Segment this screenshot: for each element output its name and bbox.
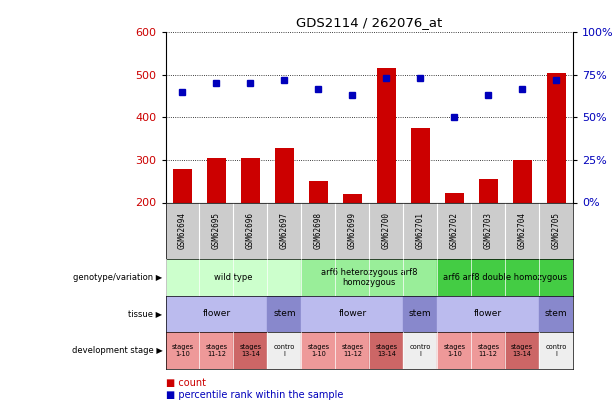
Bar [513, 160, 531, 202]
Text: stages
13-14: stages 13-14 [239, 344, 262, 357]
Text: arf6 arf8 double homozygous: arf6 arf8 double homozygous [443, 273, 567, 282]
Bar [302, 332, 335, 369]
Bar [335, 332, 369, 369]
Bar [505, 332, 539, 369]
Text: stages
13-14: stages 13-14 [511, 344, 533, 357]
Text: GSM62698: GSM62698 [314, 212, 323, 249]
Text: stem: stem [273, 309, 295, 318]
Text: stages
11-12: stages 11-12 [341, 344, 364, 357]
Bar [166, 296, 267, 332]
Text: stages
1-10: stages 1-10 [443, 344, 465, 357]
Text: development stage ▶: development stage ▶ [72, 346, 162, 355]
Text: arf6 heterozygous arf8
homozygous: arf6 heterozygous arf8 homozygous [321, 268, 417, 287]
Text: contro
l: contro l [274, 344, 295, 357]
Text: stem: stem [545, 309, 568, 318]
Bar [234, 332, 267, 369]
Bar [403, 332, 437, 369]
Bar [241, 158, 260, 202]
Text: GSM62702: GSM62702 [450, 212, 459, 249]
Text: flower: flower [202, 309, 230, 318]
Bar [166, 332, 199, 369]
Bar [403, 296, 437, 332]
Text: wild type: wild type [214, 273, 253, 282]
Text: GSM62694: GSM62694 [178, 212, 187, 249]
Text: GSM62701: GSM62701 [416, 212, 425, 249]
Text: stages
11-12: stages 11-12 [205, 344, 227, 357]
Text: stem: stem [409, 309, 432, 318]
Bar [437, 332, 471, 369]
Bar [437, 296, 539, 332]
Text: genotype/variation ▶: genotype/variation ▶ [73, 273, 162, 282]
Bar [547, 73, 566, 202]
Bar [302, 259, 437, 296]
Text: GSM62704: GSM62704 [518, 212, 527, 249]
Bar [302, 296, 403, 332]
Text: tissue ▶: tissue ▶ [128, 309, 162, 318]
Bar [267, 296, 302, 332]
Bar [207, 158, 226, 202]
Text: flower: flower [474, 309, 502, 318]
Bar [479, 179, 498, 202]
Text: ■ percentile rank within the sample: ■ percentile rank within the sample [166, 390, 343, 400]
Text: stages
1-10: stages 1-10 [172, 344, 194, 357]
Bar [445, 193, 463, 202]
Bar [370, 332, 403, 369]
Bar [309, 181, 328, 202]
Bar [539, 296, 573, 332]
Bar [267, 332, 302, 369]
Text: GSM62696: GSM62696 [246, 212, 255, 249]
Text: ■ count: ■ count [166, 378, 205, 388]
Text: stages
13-14: stages 13-14 [375, 344, 397, 357]
Text: GSM62700: GSM62700 [382, 212, 391, 249]
Bar [539, 332, 573, 369]
Bar [166, 259, 302, 296]
Text: GSM62695: GSM62695 [212, 212, 221, 249]
Text: GSM62699: GSM62699 [348, 212, 357, 249]
Bar [437, 259, 573, 296]
Text: contro
l: contro l [409, 344, 431, 357]
Text: flower: flower [338, 309, 367, 318]
Bar [471, 332, 505, 369]
Bar [343, 194, 362, 202]
Bar [173, 169, 192, 202]
Text: stages
11-12: stages 11-12 [477, 344, 500, 357]
Text: GSM62705: GSM62705 [552, 212, 561, 249]
Text: GSM62703: GSM62703 [484, 212, 493, 249]
Bar [411, 128, 430, 202]
Text: stages
1-10: stages 1-10 [307, 344, 329, 357]
Text: GDS2114 / 262076_at: GDS2114 / 262076_at [296, 16, 443, 29]
Bar [377, 68, 395, 202]
Bar [199, 332, 234, 369]
Bar [275, 148, 294, 202]
Text: contro
l: contro l [546, 344, 567, 357]
Text: GSM62697: GSM62697 [280, 212, 289, 249]
